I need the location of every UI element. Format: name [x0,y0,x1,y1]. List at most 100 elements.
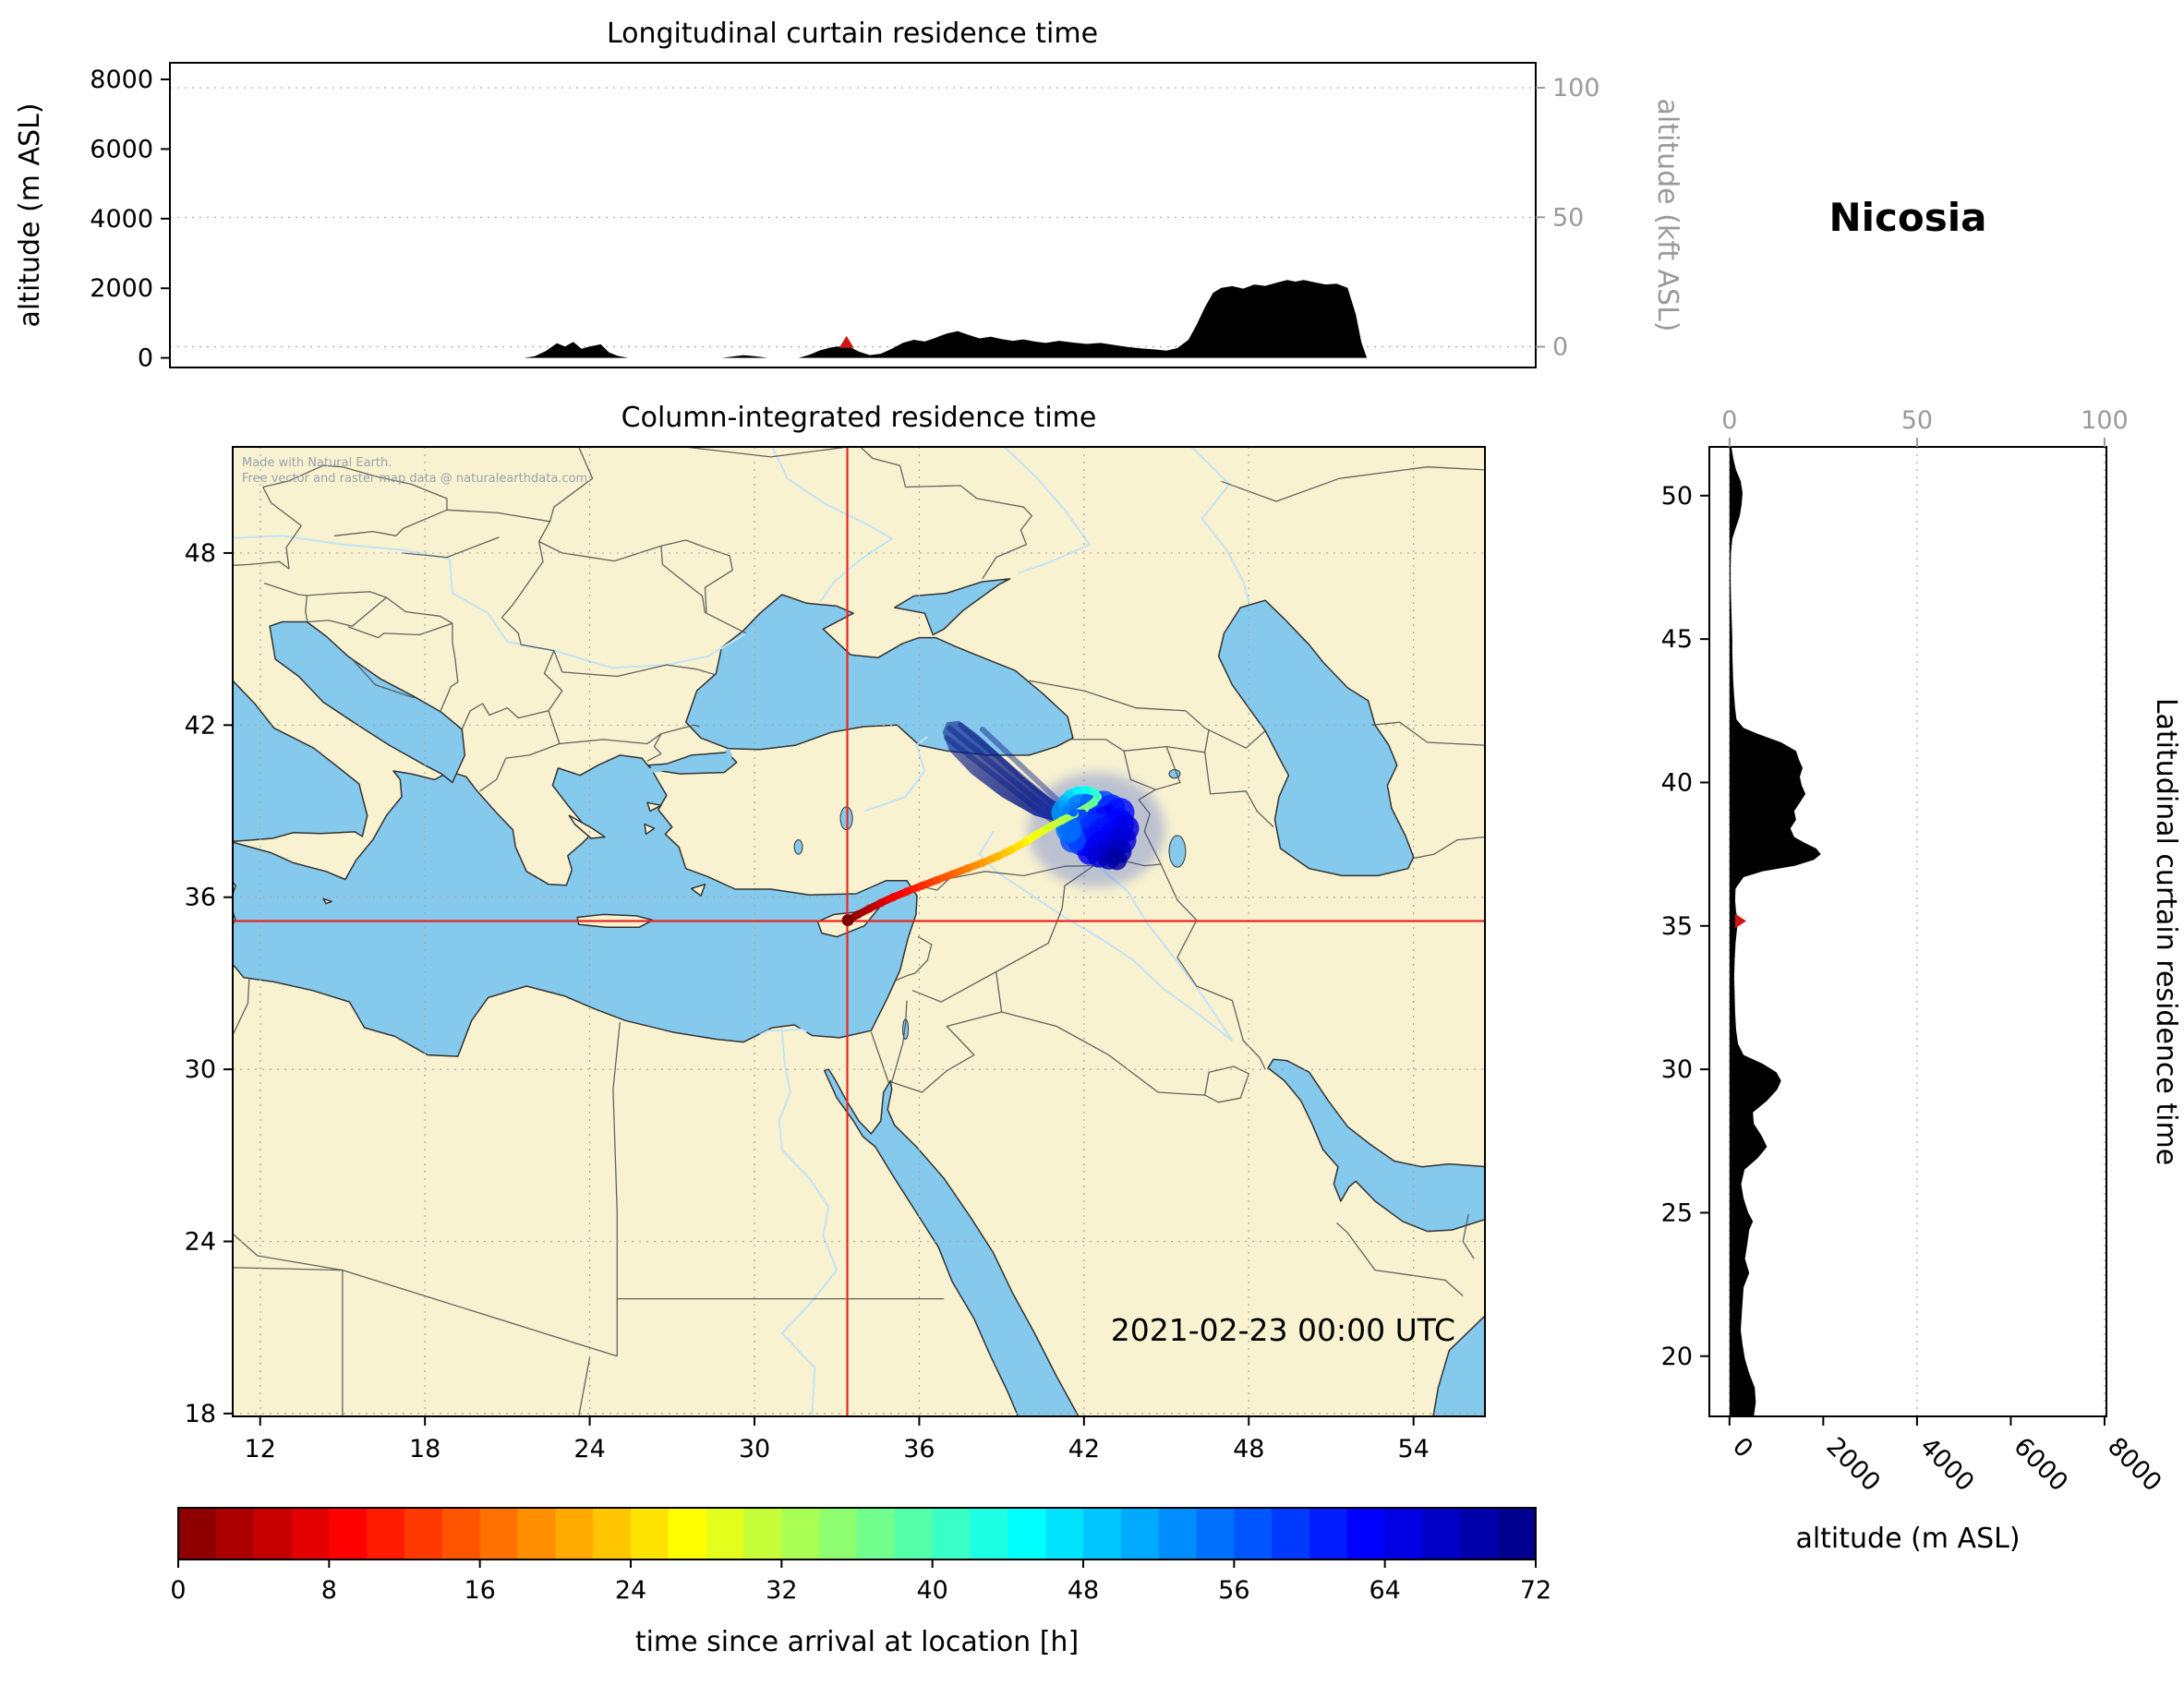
border-line-56 [233,525,302,570]
static-labels: Longitudinal curtain residence time alti… [14,18,2182,1658]
river-nile-delta-east [783,1028,807,1033]
border-line-49 [263,582,308,596]
lake-lake-urmia [1168,835,1187,868]
plume-particle [1106,849,1128,871]
colorbar-segment [479,1508,519,1560]
trajectory-point [1069,808,1079,817]
tick-label-lon: 12 [245,1435,276,1463]
tick-label-lon: 18 [409,1435,440,1463]
island-euboea [568,814,606,839]
sea-red-sea [824,1068,1080,1416]
border-line-21 [1123,729,1210,753]
channel-bosporus [725,748,732,762]
border-line-24 [1412,836,1485,860]
colorbar-tick-label: 72 [1520,1576,1551,1605]
border-line-55 [262,487,302,526]
dispersion-fan [942,720,1070,825]
island-chios [644,823,656,836]
colorbar-segment [894,1508,934,1560]
colorbar-tick-label: 32 [766,1576,797,1605]
border-line-17 [1160,863,1266,1070]
top-axes-frame [169,62,1537,368]
river-kizilirmak [863,736,928,813]
tick-label-lat: 42 [185,711,216,740]
map-content [233,447,1485,1416]
colorbar-tick-label: 0 [170,1576,186,1605]
border-line-40 [646,733,662,762]
border-line-36 [553,650,717,678]
border-line-0 [612,1021,621,1356]
sea-adriatic [269,620,466,784]
top-ylabel-right: altitude (kft ASL) [1651,98,1683,331]
colorbar-segment [1384,1508,1424,1560]
tick-label-kft: 0 [1552,333,1568,362]
right-panel-label: Latitudinal curtain residence time [2150,698,2182,1165]
tick-label-lat: 40 [1661,768,1693,797]
longitudinal-residence-profile [170,280,1536,358]
border-line-52 [395,509,499,536]
trajectory-point [864,904,874,913]
colorbar-segment [932,1508,971,1560]
colorbar-segment [1272,1508,1310,1560]
map-axes-frame [232,446,1486,1417]
colorbar-segment [706,1508,745,1560]
sea-mediterranean [233,754,918,1057]
colorbar-label: time since arrival at location [h] [635,1626,1079,1658]
tick-label: 4000 [90,205,153,234]
trajectory-point [978,858,987,867]
border-line-42 [479,757,507,792]
map-title: Column-integrated residence time [621,402,1097,434]
sea-arabian-sea-corner [1432,1315,1485,1416]
colorbar-segment [1008,1508,1046,1560]
colorbar-segment [781,1508,820,1560]
map-attribution-line1: Made with Natural Earth. [242,456,392,470]
tick-label-kft: 100 [1552,74,1600,102]
border-line-22 [1155,746,1181,790]
colorbar-segment [1498,1508,1537,1560]
colorbar-segment [517,1508,556,1560]
colorbar-tick-label: 16 [464,1576,495,1605]
trajectory-point [1057,815,1067,825]
trajectory-point [1096,806,1105,815]
colorbar-segment [1309,1508,1348,1560]
border-line-46 [350,656,415,699]
border-line-25 [1370,721,1485,746]
river-nile-delta-west [759,1030,784,1036]
border-line-62 [1136,1415,1139,1416]
station-marker-top [839,335,854,348]
trajectory-point [1020,837,1030,847]
trajectory-point [888,893,898,902]
border-line-38 [559,733,662,745]
tick-label-alt: 0 [1727,1432,1758,1463]
tick-label-lat: 18 [185,1400,216,1428]
colorbar-segment [178,1508,217,1560]
border-line-43 [461,703,549,730]
border-line-33 [497,512,550,523]
right-xlabel: altitude (m ASL) [1795,1523,2020,1555]
border-line-10 [914,935,933,974]
trajectory-point [947,870,957,879]
sea-caspian [1217,599,1415,877]
border-line-3 [233,979,250,1037]
trajectory-point [902,887,911,897]
island-rhodes [690,883,706,897]
border-line-9 [894,972,916,981]
tick-label: 0 [138,344,153,373]
river-dnieper [771,447,894,603]
sea-sea-of-azov [893,578,1011,636]
colorbar-segment [1460,1508,1499,1560]
colorbar-segment [555,1508,594,1560]
border-line-50 [305,595,308,622]
station-marker-right [1734,913,1746,929]
colorbar-segment [857,1508,896,1560]
colorbar-segment [367,1508,405,1560]
border-line-57 [342,466,448,511]
border-line-29 [538,447,594,542]
border-line-6 [578,1357,591,1416]
border-line-53 [401,536,500,559]
border-line-7 [870,1031,890,1084]
colorbar-segment [970,1508,1008,1560]
tick-label-lat: 36 [185,884,216,912]
border-line-31 [660,539,747,634]
